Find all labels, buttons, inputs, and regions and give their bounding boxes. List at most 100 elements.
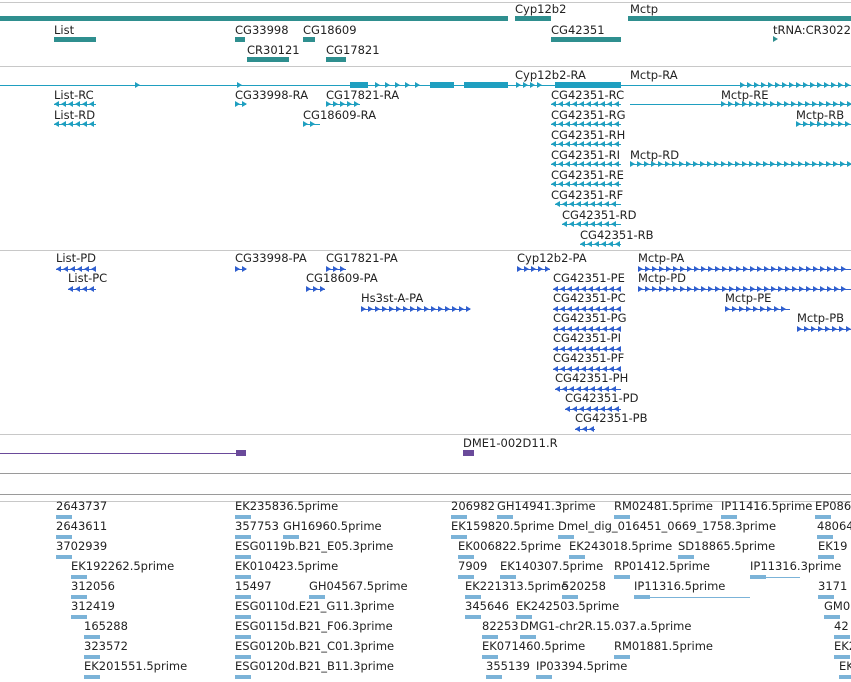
protein-exon-run[interactable] — [553, 366, 621, 372]
est-bar[interactable] — [562, 595, 578, 599]
protein-line[interactable] — [725, 309, 790, 310]
protein-exon-run[interactable] — [553, 306, 621, 312]
transcript-exon-run[interactable] — [740, 82, 850, 88]
protein-exon-run[interactable] — [517, 266, 550, 272]
transcript-line[interactable] — [551, 164, 621, 165]
protein-line[interactable] — [235, 269, 246, 270]
est-bar[interactable] — [56, 515, 72, 519]
est-bar[interactable] — [824, 615, 840, 619]
protein-exon-run[interactable] — [235, 266, 247, 272]
transcript-exon[interactable] — [430, 82, 454, 88]
protein-exon-run[interactable] — [306, 286, 325, 292]
est-bar[interactable] — [71, 615, 87, 619]
gene-arrow[interactable] — [773, 36, 778, 42]
est-bar[interactable] — [235, 555, 251, 559]
est-line[interactable] — [750, 577, 800, 578]
est-bar[interactable] — [516, 615, 532, 619]
est-bar[interactable] — [235, 535, 251, 539]
gene-bar[interactable] — [54, 37, 96, 42]
gene-bar[interactable] — [628, 16, 851, 21]
protein-exon-run[interactable] — [638, 266, 846, 272]
protein-exon-run[interactable] — [56, 266, 96, 272]
est-bar[interactable] — [458, 555, 474, 559]
transcript-exon[interactable] — [555, 82, 621, 88]
est-bar[interactable] — [309, 595, 325, 599]
est-bar[interactable] — [558, 535, 574, 539]
est-bar[interactable] — [465, 595, 481, 599]
est-bar[interactable] — [84, 675, 100, 679]
est-bar[interactable] — [235, 615, 251, 619]
transcript-line[interactable] — [54, 124, 96, 125]
protein-line[interactable] — [68, 289, 96, 290]
transcript-exon-run[interactable] — [551, 121, 619, 127]
probe-bar[interactable] — [236, 450, 246, 456]
protein-exon-run[interactable] — [565, 406, 619, 412]
transcript-arrow[interactable] — [237, 82, 242, 88]
transcript-line[interactable] — [551, 104, 621, 105]
est-bar[interactable] — [235, 675, 251, 679]
transcript-exon-run[interactable] — [235, 101, 247, 107]
est-bar[interactable] — [71, 575, 87, 579]
protein-line[interactable] — [361, 309, 470, 310]
est-bar[interactable] — [536, 675, 552, 679]
transcript-line[interactable] — [551, 124, 621, 125]
transcript-line[interactable] — [551, 144, 621, 145]
est-bar[interactable] — [84, 635, 100, 639]
est-bar[interactable] — [500, 575, 516, 579]
protein-exon-run[interactable] — [638, 286, 846, 292]
est-bar[interactable] — [56, 535, 72, 539]
protein-line[interactable] — [553, 289, 621, 290]
protein-line[interactable] — [553, 369, 621, 370]
est-bar[interactable] — [614, 575, 630, 579]
transcript-exon-run[interactable] — [580, 241, 620, 247]
gene-bar[interactable] — [0, 16, 508, 21]
transcript-exon-run[interactable] — [375, 82, 420, 88]
protein-exon-run[interactable] — [361, 306, 471, 312]
est-bar[interactable] — [235, 655, 251, 659]
protein-exon-run[interactable] — [555, 386, 616, 392]
transcript-exon-run[interactable] — [555, 201, 616, 207]
transcript-exon-run[interactable] — [54, 101, 94, 107]
transcript-line[interactable] — [630, 104, 851, 105]
gene-bar[interactable] — [235, 37, 245, 42]
transcript-exon-run[interactable] — [551, 181, 619, 187]
transcript-exon-run[interactable] — [562, 221, 616, 227]
transcript-exon-run[interactable] — [326, 101, 359, 107]
est-bar[interactable] — [614, 515, 630, 519]
protein-line[interactable] — [56, 269, 96, 270]
est-bar[interactable] — [678, 555, 694, 559]
transcript-exon-run[interactable] — [796, 121, 850, 127]
transcript-exon-run[interactable] — [54, 121, 94, 127]
est-bar[interactable] — [834, 635, 850, 639]
est-bar[interactable] — [486, 675, 502, 679]
gene-bar[interactable] — [303, 37, 315, 42]
est-bar[interactable] — [815, 515, 831, 519]
transcript-exon-run[interactable] — [551, 161, 619, 167]
est-bar[interactable] — [235, 595, 251, 599]
transcript-line[interactable] — [630, 164, 851, 165]
protein-line[interactable] — [553, 309, 621, 310]
est-bar[interactable] — [497, 515, 513, 519]
transcript-line[interactable] — [580, 244, 621, 245]
gene-bar[interactable] — [326, 57, 346, 62]
est-bar[interactable] — [283, 535, 299, 539]
est-bar[interactable] — [458, 575, 474, 579]
est-bar[interactable] — [451, 515, 467, 519]
est-bar[interactable] — [818, 555, 834, 559]
est-bar[interactable] — [721, 515, 737, 519]
transcript-exon-run[interactable] — [630, 161, 851, 167]
protein-exon-run[interactable] — [326, 266, 345, 272]
protein-exon-run[interactable] — [553, 346, 621, 352]
est-bar[interactable] — [520, 635, 536, 639]
transcript-exon[interactable] — [464, 82, 508, 88]
transcript-exon-run[interactable] — [551, 101, 619, 107]
est-bar[interactable] — [235, 635, 251, 639]
gene-bar[interactable] — [247, 57, 289, 62]
est-bar[interactable] — [614, 655, 630, 659]
protein-exon-run[interactable] — [575, 426, 594, 432]
est-bar[interactable] — [465, 615, 481, 619]
protein-exon-run[interactable] — [725, 306, 786, 312]
probe-line[interactable] — [0, 453, 240, 454]
transcript-arrow[interactable] — [135, 82, 140, 88]
probe-bar[interactable] — [463, 450, 474, 456]
